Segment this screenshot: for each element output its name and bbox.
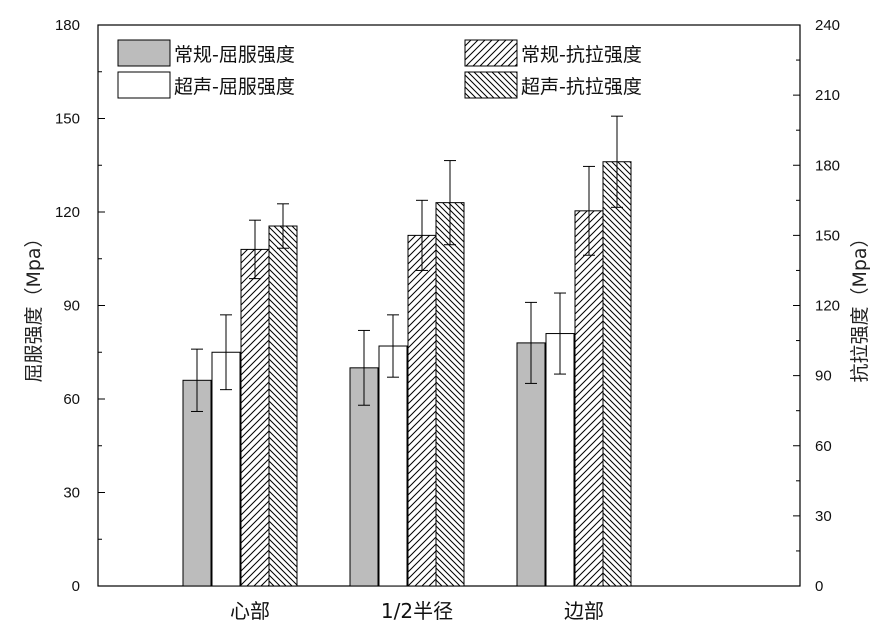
left-tick-label: 0 (72, 578, 80, 595)
category-label: 边部 (564, 599, 604, 623)
right-tick-label: 210 (815, 87, 840, 104)
right-axis-title: 抗拉强度（Mpa） (849, 228, 871, 382)
legend-swatch (117, 39, 171, 67)
legend-swatch (464, 71, 518, 99)
left-tick-label: 120 (55, 204, 80, 221)
legend-label: 超声-抗拉强度 (521, 76, 642, 98)
right-tick-label: 60 (815, 438, 832, 455)
left-tick-label: 90 (63, 298, 80, 315)
bar (349, 367, 379, 587)
bar (378, 345, 408, 587)
bar (268, 225, 298, 587)
legend-swatch (464, 39, 518, 67)
legend-label: 超声-屈服强度 (174, 76, 295, 98)
right-tick-label: 120 (815, 298, 840, 315)
bar (545, 333, 575, 587)
legend-swatch (117, 71, 171, 99)
bar (435, 202, 465, 587)
right-tick-label: 150 (815, 227, 840, 244)
right-tick-label: 240 (815, 17, 840, 34)
legend-label: 常规-抗拉强度 (521, 44, 642, 66)
category-label: 1/2半径 (381, 599, 453, 623)
category-label: 心部 (230, 599, 270, 623)
left-tick-label: 180 (55, 17, 80, 34)
bar (407, 234, 437, 587)
right-tick-label: 0 (815, 578, 823, 595)
right-tick-label: 90 (815, 368, 832, 385)
left-tick-label: 60 (63, 391, 80, 408)
bar (574, 210, 604, 587)
bar (182, 379, 212, 587)
bar (211, 351, 241, 587)
bar (602, 161, 632, 587)
right-tick-label: 180 (815, 157, 840, 174)
left-tick-label: 30 (63, 485, 80, 502)
legend-label: 常规-屈服强度 (174, 44, 295, 66)
left-tick-label: 150 (55, 111, 80, 128)
bar (240, 248, 270, 587)
left-axis-title: 屈服强度（Mpa） (23, 228, 45, 382)
right-tick-label: 30 (815, 508, 832, 525)
